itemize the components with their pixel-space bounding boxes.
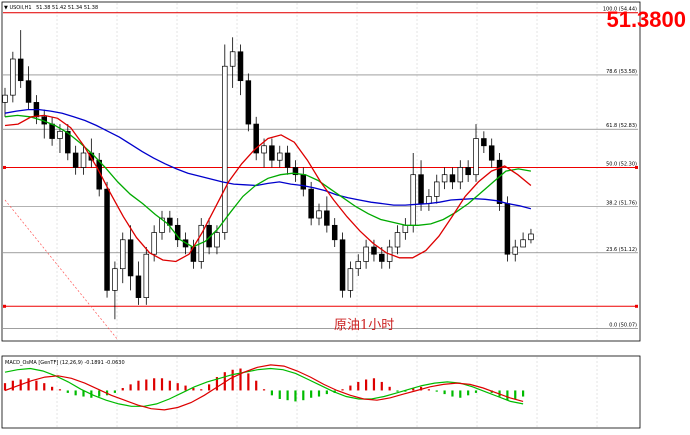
- moving-average-line: [4, 114, 532, 248]
- chart-symbol: ▼ USOil,H1 51.38 51.42 51.34 51.38: [4, 5, 98, 11]
- bull-candle: [520, 239, 526, 248]
- bull-candle: [347, 268, 354, 291]
- bear-candle: [269, 145, 275, 161]
- vertical-grid: [56, 3, 598, 427]
- bull-candle: [528, 233, 534, 241]
- candlesticks: [2, 30, 534, 320]
- bull-candle: [426, 196, 432, 204]
- bull-candle: [394, 232, 401, 248]
- bull-candle: [316, 210, 322, 219]
- bear-candle: [167, 217, 173, 226]
- bear-candle: [418, 174, 424, 204]
- bear-candle: [245, 80, 252, 125]
- bear-candle: [104, 188, 110, 291]
- bull-candle: [80, 152, 87, 168]
- bear-candle: [331, 224, 338, 241]
- current-price: 51.3800: [606, 7, 686, 32]
- bull-candle: [457, 167, 464, 183]
- bear-candle: [17, 58, 24, 82]
- bear-candle: [504, 203, 511, 255]
- bull-candle: [229, 51, 236, 67]
- line-anchor-dot: [3, 165, 6, 169]
- bear-candle: [49, 123, 55, 139]
- bull-candle: [57, 130, 63, 139]
- moving-average-line: [4, 114, 532, 263]
- bear-candle: [96, 159, 102, 190]
- bear-candle: [339, 239, 346, 291]
- bear-candle: [488, 145, 495, 161]
- bear-candle: [465, 167, 471, 176]
- bull-candle: [277, 152, 283, 161]
- bear-candle: [127, 239, 134, 277]
- bull-candle: [363, 246, 369, 262]
- fib-level-label: 78.6 (53.58): [606, 69, 637, 75]
- bear-candle: [496, 159, 503, 204]
- bull-candle: [473, 138, 479, 176]
- bull-candle: [2, 94, 8, 103]
- bull-candle: [434, 181, 440, 197]
- horizontal-lines: [3, 12, 638, 308]
- line-anchor-dot: [635, 165, 638, 169]
- line-anchor-dot: [635, 304, 638, 308]
- moving-average-line: [4, 108, 532, 210]
- bull-candle: [222, 65, 228, 233]
- ohlc-values: 51.38 51.42 51.34 51.38: [36, 5, 98, 11]
- bear-candle: [449, 174, 456, 183]
- bull-candle: [10, 58, 16, 96]
- bull-candle: [112, 268, 118, 291]
- bear-candle: [25, 80, 32, 103]
- bull-candle: [512, 246, 518, 255]
- bear-candle: [379, 253, 385, 262]
- macd-label: MACD_OsMA [GenTF] (12,26,9) -0.1891 -0.0…: [5, 360, 125, 366]
- symbol-arrow-icon: ▼: [4, 5, 9, 11]
- line-anchor-dot: [3, 304, 6, 308]
- bear-candle: [324, 210, 330, 226]
- bear-candle: [292, 167, 299, 176]
- fib-level-label: 50.0 (52.30): [606, 161, 637, 167]
- bear-candle: [371, 246, 377, 255]
- bull-candle: [441, 174, 448, 183]
- fib-level-label: 100.0 (54.44): [603, 7, 637, 13]
- fib-level-label: 38.2 (51.76): [606, 201, 637, 207]
- bear-candle: [72, 152, 79, 168]
- bull-candle: [410, 174, 416, 226]
- bear-candle: [237, 51, 244, 82]
- chart-caption: 原油1小时: [334, 318, 394, 333]
- symbol-label: USOil,H1: [9, 5, 31, 11]
- bear-candle: [481, 138, 487, 147]
- bull-candle: [402, 224, 409, 233]
- fib-trend-line: [4, 199, 119, 341]
- bull-candle: [261, 145, 267, 154]
- bull-candle: [151, 232, 157, 255]
- bull-candle: [143, 253, 150, 298]
- macd-pane-frame: [1, 355, 641, 429]
- macd-main-line: [4, 367, 524, 407]
- macd-signal-line: [4, 364, 524, 411]
- bear-candle: [308, 188, 314, 219]
- bear-candle: [206, 224, 212, 248]
- fib-level-label: 61.8 (52.83): [606, 123, 637, 129]
- bear-candle: [135, 275, 142, 298]
- bull-candle: [355, 261, 362, 270]
- bear-candle: [300, 174, 307, 190]
- bull-candle: [214, 232, 220, 248]
- macd-indicator: [3, 364, 525, 411]
- bear-candle: [284, 152, 291, 168]
- moving-averages: [4, 108, 532, 263]
- fib-level-label: 23.6 (51.12): [606, 247, 637, 253]
- bull-candle: [159, 217, 165, 233]
- bear-candle: [253, 123, 259, 154]
- fib-level-label: 0.0 (50.07): [609, 323, 637, 329]
- bear-candle: [65, 130, 71, 154]
- bull-candle: [119, 239, 126, 270]
